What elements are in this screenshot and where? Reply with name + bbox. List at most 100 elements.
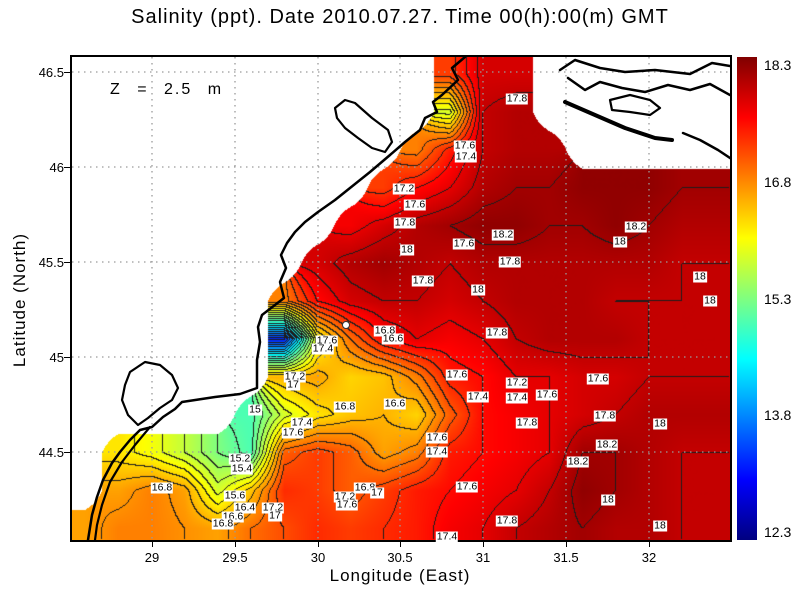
coastline-north-shore-2 bbox=[566, 76, 730, 97]
x-tick-mark bbox=[566, 542, 567, 547]
contour-label: 17.6 bbox=[452, 237, 476, 250]
x-tick-label: 30.5 bbox=[387, 550, 413, 565]
contour-label: 18 bbox=[653, 417, 667, 430]
contour-label: 17.6 bbox=[445, 368, 469, 381]
depth-annotation: Z = 2.5 m bbox=[110, 81, 224, 98]
y-axis-label: Latitude (North) bbox=[10, 232, 29, 368]
salinity-field-canvas bbox=[72, 57, 730, 540]
x-tick-label: 30 bbox=[310, 550, 326, 565]
plot-area: 17.8 17.6 17.4 17.2 17.6 17.8 18 17.6 18.2 17.8 17… bbox=[70, 55, 732, 543]
y-tick-mark bbox=[64, 357, 70, 358]
contour-label: 17.6 bbox=[281, 426, 305, 439]
contour-label: 16.8 bbox=[150, 481, 174, 494]
contour-label: 17.4 bbox=[290, 416, 314, 429]
contour-label: 17.2 bbox=[333, 490, 357, 503]
colorbar-tick-label: 18.3 bbox=[764, 57, 792, 73]
y-tick-mark bbox=[64, 262, 70, 263]
x-tick-label: 32 bbox=[641, 550, 657, 565]
x-tick-mark bbox=[400, 542, 401, 547]
x-tick-mark bbox=[152, 542, 153, 547]
contour-label: 17.6 bbox=[586, 372, 610, 385]
contour-label: 17.6 bbox=[425, 431, 449, 444]
x-tick-mark bbox=[649, 542, 650, 547]
contour-labels: 17.8 17.6 17.4 17.2 17.6 17.8 18 17.6 18.2 17.8 17… bbox=[72, 57, 730, 543]
contour-label: 17.6 bbox=[403, 198, 427, 211]
contour-label: 17 bbox=[286, 378, 300, 391]
coastline-razelm-lagoon bbox=[120, 360, 180, 427]
contour-label: 17 bbox=[370, 486, 384, 499]
contour-label: 18 bbox=[601, 493, 615, 506]
contour-label: 16.8 bbox=[373, 324, 397, 337]
contour-label: 17.8 bbox=[485, 326, 509, 339]
y-tick-mark bbox=[64, 452, 70, 453]
x-tick-label: 31.5 bbox=[553, 550, 579, 565]
y-tick-mark bbox=[64, 167, 70, 168]
contour-label: 18 bbox=[471, 283, 485, 296]
x-tick-mark bbox=[483, 542, 484, 547]
contour-label: 17.4 bbox=[466, 390, 490, 403]
contour-label: 18.2 bbox=[595, 438, 619, 451]
contour-label: 17.2 bbox=[505, 376, 529, 389]
contour-label: 17 bbox=[268, 509, 282, 522]
y-tick-label: 44.5 bbox=[38, 445, 64, 460]
y-tick-label: 46 bbox=[49, 160, 64, 175]
contour-label: 16.6 bbox=[221, 510, 245, 523]
x-tick-label: 29.5 bbox=[222, 550, 248, 565]
contour-label: 16.6 bbox=[381, 332, 405, 345]
contour-label: 17.6 bbox=[535, 388, 559, 401]
colorbar-tick-label: 13.8 bbox=[764, 407, 792, 424]
contour-label: 17.8 bbox=[393, 216, 417, 229]
x-axis-label: Longitude (East) bbox=[329, 566, 471, 585]
contour-label: 18 bbox=[400, 243, 414, 256]
y-tick-mark bbox=[64, 72, 70, 73]
contour-label: 17.6 bbox=[315, 334, 339, 347]
contour-label: 15.4 bbox=[230, 462, 254, 475]
contour-label: 17.4 bbox=[505, 391, 529, 404]
contour-label: 18.2 bbox=[566, 455, 590, 468]
coastline-estuary-mouth bbox=[608, 93, 662, 117]
x-tick-label: 29 bbox=[144, 550, 160, 565]
contour-label: 16.4 bbox=[233, 501, 257, 514]
contour-label: 15.6 bbox=[223, 489, 247, 502]
y-tick-label: 46.5 bbox=[38, 65, 64, 80]
coastline-coastal-spit bbox=[93, 425, 152, 540]
map-overlay bbox=[72, 57, 730, 540]
contour-label: 15.2 bbox=[228, 452, 252, 465]
contour-label: 17.8 bbox=[515, 416, 539, 429]
station-marker bbox=[342, 321, 350, 329]
contour-label: 18.2 bbox=[491, 228, 515, 241]
coastline-north-shore-1 bbox=[558, 58, 730, 76]
contour-label: 17.8 bbox=[593, 409, 617, 422]
x-tick-label: 31 bbox=[475, 550, 491, 565]
colorbar-tick-label: 16.8 bbox=[764, 173, 792, 190]
coastline-east-spit bbox=[681, 131, 730, 160]
colorbar bbox=[737, 57, 757, 540]
y-tick-label: 45 bbox=[49, 350, 64, 365]
coastline-dniester-liman bbox=[333, 98, 394, 154]
contour-label: 17.4 bbox=[435, 530, 459, 543]
x-tick-mark bbox=[318, 542, 319, 547]
contour-label: 18 bbox=[653, 519, 667, 532]
contour-label: 16.8 bbox=[353, 481, 377, 494]
contour-label: 17.4 bbox=[311, 342, 335, 355]
contour-label: 17.6 bbox=[453, 139, 477, 152]
contour-label: 18.2 bbox=[624, 220, 648, 233]
colorbar-tick-label: 15.3 bbox=[764, 290, 792, 307]
contour-label: 17.4 bbox=[425, 445, 449, 458]
contour-label: 16.8 bbox=[333, 400, 357, 413]
contour-label: 17.2 bbox=[392, 182, 416, 195]
x-tick-mark bbox=[235, 542, 236, 547]
contour-label: 18 bbox=[703, 294, 717, 307]
contour-label: 17.8 bbox=[498, 255, 522, 268]
y-tick-label: 45.5 bbox=[38, 255, 64, 270]
contour-label: 17.8 bbox=[411, 274, 435, 287]
contour-label: 17.6 bbox=[335, 498, 359, 511]
contour-label: 16.8 bbox=[211, 517, 235, 530]
contour-label: 16.6 bbox=[383, 397, 407, 410]
coastline-west-coast bbox=[86, 57, 467, 540]
contour-label: 18 bbox=[693, 270, 707, 283]
contour-label: 17.8 bbox=[505, 92, 529, 105]
colorbar-tick-label: 12.3 bbox=[764, 524, 792, 540]
contour-label: 17.2 bbox=[283, 370, 307, 383]
